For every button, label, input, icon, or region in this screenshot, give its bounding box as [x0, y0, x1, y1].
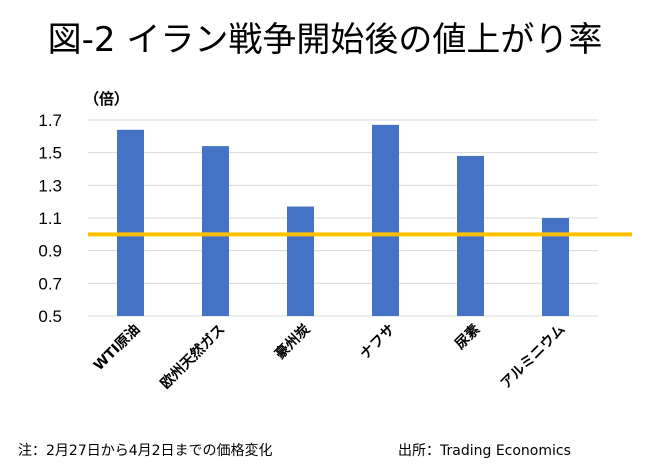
bar	[287, 206, 314, 316]
x-tick-label: 豪州炭	[272, 321, 314, 363]
chart-title: 図-2 イラン戦争開始後の値上がり率	[47, 20, 603, 60]
x-tick-label: アルミニウム	[498, 322, 569, 393]
y-tick-label: 1.7	[38, 111, 62, 130]
bar	[372, 124, 399, 317]
x-tick-label: WTI原油	[90, 321, 143, 374]
y-tick-label: 0.7	[38, 274, 62, 293]
x-axis-tick-labels: WTI原油 欧州天然ガス 豪州炭 ナフサ 尿素 アルミニウム	[90, 321, 568, 392]
y-tick-label: 0.5	[38, 307, 62, 326]
y-tick-label: 1.5	[38, 144, 62, 163]
x-tick-label: ナフサ	[357, 322, 398, 363]
source-credit: 出所：Trading Economics	[398, 443, 571, 459]
bars	[117, 124, 569, 317]
bar	[202, 146, 229, 316]
bar	[117, 129, 144, 316]
y-tick-label: 0.9	[38, 242, 62, 261]
x-tick-label: 欧州天然ガス	[157, 321, 228, 392]
y-tick-label: 1.1	[38, 209, 62, 228]
footnote: 注：2月27日から4月2日までの価格変化	[18, 443, 273, 459]
x-tick-label: 尿素	[452, 321, 484, 353]
y-axis-label: （倍）	[84, 90, 129, 108]
gridlines	[88, 119, 598, 317]
y-tick-label: 1.3	[38, 176, 62, 195]
y-axis-tick-labels: 0.5 0.7 0.9 1.1 1.3 1.5 1.7	[38, 111, 62, 326]
